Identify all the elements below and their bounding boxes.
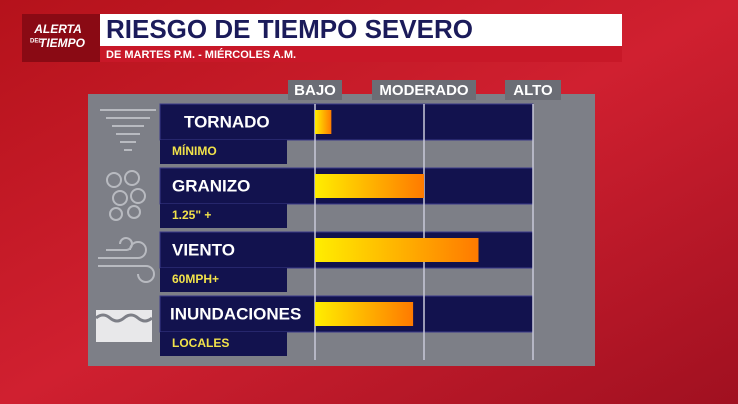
flood-wave bbox=[95, 313, 153, 323]
logo-text: ALERTA bbox=[33, 22, 82, 36]
category-label: VIENTO bbox=[172, 240, 235, 259]
subtitle-bar bbox=[100, 46, 622, 62]
bar bbox=[315, 238, 479, 262]
x-tick-label: BAJO bbox=[294, 82, 336, 99]
x-tick-label: ALTO bbox=[513, 82, 553, 99]
category-note: MÍNIMO bbox=[172, 143, 217, 158]
note-box bbox=[160, 268, 287, 292]
logo-text: TIEMPO bbox=[39, 36, 86, 50]
note-box bbox=[160, 140, 287, 164]
category-note: LOCALES bbox=[172, 336, 229, 350]
title: RIESGO DE TIEMPO SEVERO bbox=[106, 14, 473, 44]
logo-text: DEL bbox=[30, 39, 42, 45]
icons bbox=[98, 109, 156, 283]
row-box bbox=[159, 103, 534, 141]
tick-box bbox=[505, 80, 561, 100]
bar bbox=[315, 110, 332, 134]
subtitle: DE MARTES P.M. - MIÉRCOLES A.M. bbox=[106, 48, 296, 61]
category-label: INUNDACIONES bbox=[170, 304, 301, 323]
bar bbox=[315, 302, 414, 326]
category-label: TORNADO bbox=[184, 112, 270, 131]
tick-box bbox=[372, 80, 476, 100]
x-tick-label: MODERADO bbox=[379, 82, 468, 99]
category-label: GRANIZO bbox=[172, 176, 250, 195]
title-bar bbox=[100, 14, 622, 46]
category-note: 1.25" + bbox=[172, 208, 211, 222]
logo-box bbox=[22, 14, 100, 62]
category-note: 60MPH+ bbox=[172, 272, 219, 286]
bar bbox=[315, 174, 424, 198]
note-box bbox=[160, 204, 287, 228]
tick-box bbox=[288, 80, 342, 100]
note-box bbox=[160, 332, 287, 356]
